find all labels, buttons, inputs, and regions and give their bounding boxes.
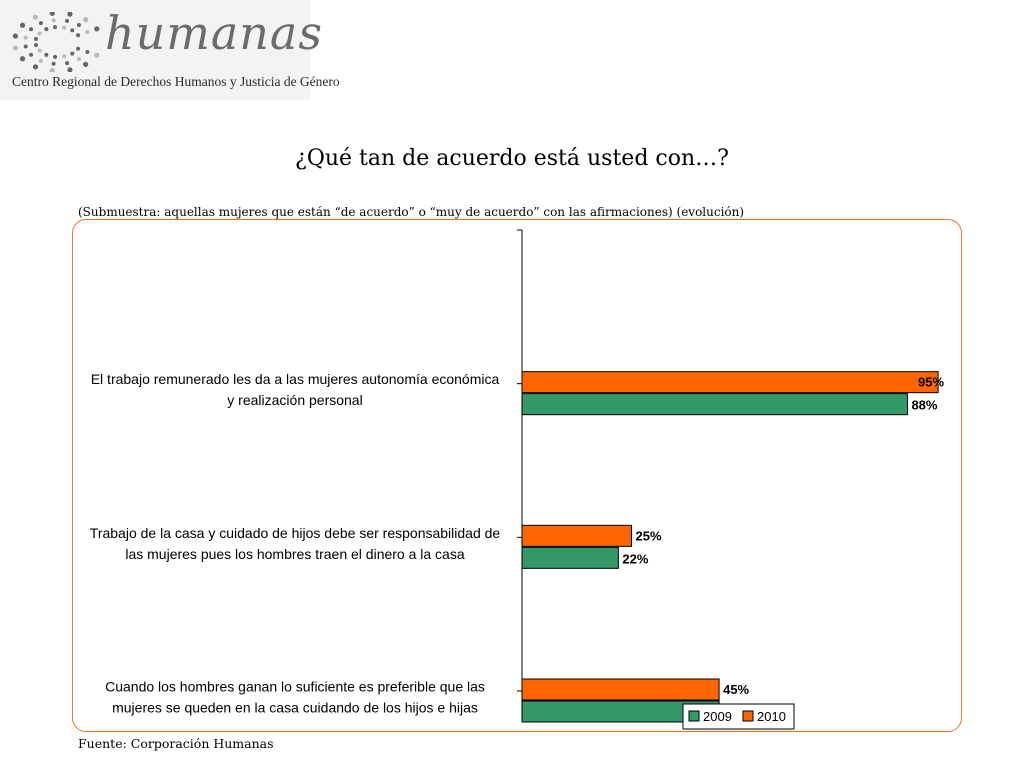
chart-subtitle: (Submuestra: aquellas mujeres que están … bbox=[78, 205, 745, 219]
category-label: El trabajo remunerado les da a las mujer… bbox=[91, 371, 500, 387]
data-label-2010: 25% bbox=[636, 528, 662, 543]
legend-box bbox=[682, 703, 795, 730]
data-label-2009: 88% bbox=[911, 398, 937, 413]
category-label: y realización personal bbox=[227, 392, 362, 408]
logo: humanas Centro Regional de Derechos Huma… bbox=[0, 0, 340, 100]
bar-2010 bbox=[521, 371, 939, 394]
chart-frame bbox=[72, 219, 962, 732]
logo-dots-icon bbox=[12, 12, 100, 72]
data-label-2010: 45% bbox=[723, 682, 749, 697]
category-label: mujeres se queden en la casa cuidando de… bbox=[112, 700, 478, 716]
data-label-2009: 22% bbox=[622, 551, 648, 566]
category-label: las mujeres pues los hombres traen el di… bbox=[125, 546, 465, 562]
bar-2010 bbox=[521, 524, 632, 547]
bar-2009 bbox=[521, 546, 619, 569]
data-label-2010: 95% bbox=[918, 375, 944, 390]
logo-name: humanas bbox=[105, 6, 323, 60]
category-label: Trabajo de la casa y cuidado de hijos de… bbox=[90, 525, 501, 541]
legend-label-2010: 2010 bbox=[757, 709, 786, 724]
logo-subtitle: Centro Regional de Derechos Humanos y Ju… bbox=[12, 74, 340, 89]
bar-2009 bbox=[521, 393, 908, 416]
legend-swatch-2010 bbox=[742, 710, 754, 722]
category-label: Cuando los hombres ganan lo suficiente e… bbox=[105, 679, 485, 695]
legend: 2009 2010 bbox=[682, 703, 795, 730]
legend-swatch-2009 bbox=[688, 710, 700, 722]
bar-2010 bbox=[521, 678, 720, 701]
legend-label-2009: 2009 bbox=[703, 709, 732, 724]
chart-title: ¿Qué tan de acuerdo está usted con…? bbox=[295, 146, 729, 171]
source-note: Fuente: Corporación Humanas bbox=[78, 736, 274, 751]
